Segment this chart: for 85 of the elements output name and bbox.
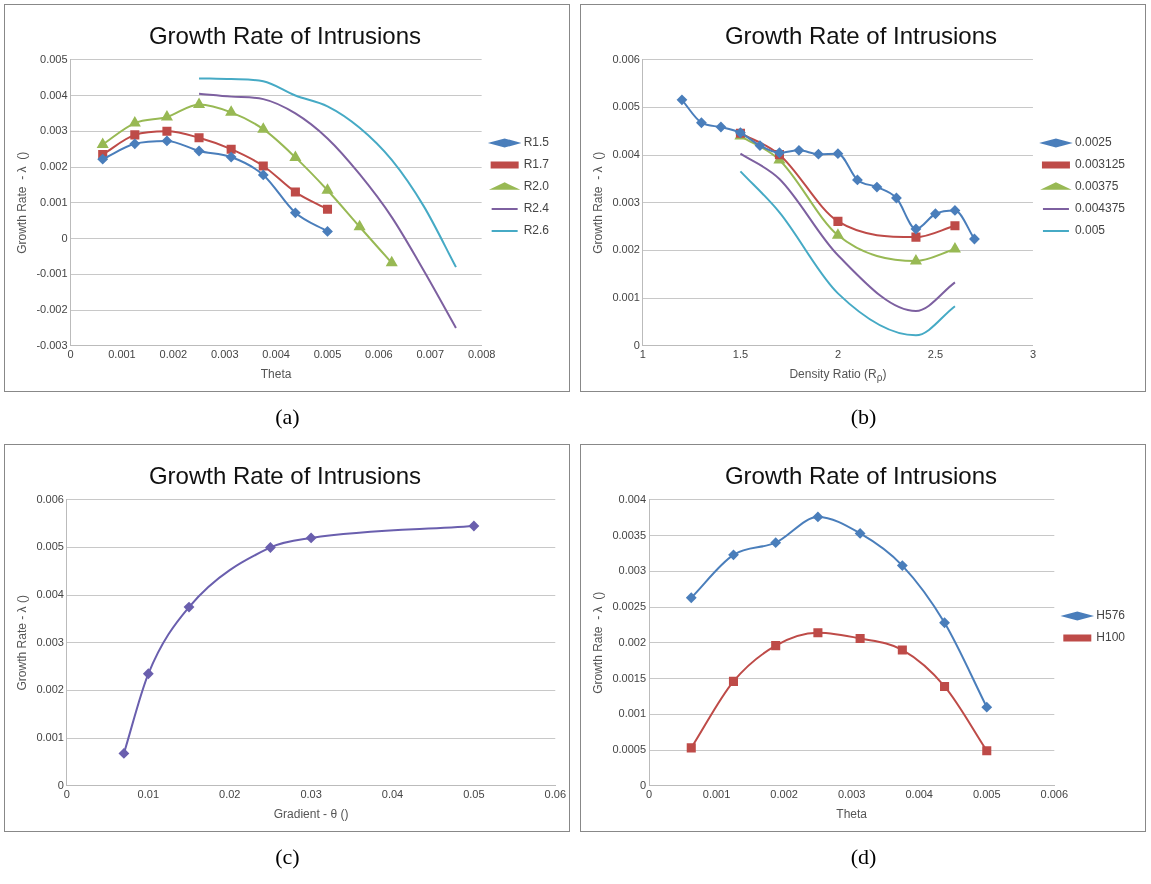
y-tick-label: 0.003 <box>618 564 647 577</box>
y-tick-label: 0.005 <box>36 540 64 553</box>
x-tick-label: 0.001 <box>702 788 731 801</box>
text: (d) <box>849 844 878 870</box>
y-tick-label: 0.003 <box>36 635 64 648</box>
y-tick-label: 0.0035 <box>612 528 647 541</box>
x-tick-label: 0.04 <box>381 788 404 801</box>
y-tick-label: 0.001 <box>36 731 64 744</box>
chart-title: Growth Rate of Intrusions <box>148 462 422 490</box>
x-tick-label: 0.06 <box>544 788 567 801</box>
y-axis-title: Growth Rate - λ () <box>590 591 605 694</box>
x-tick-label: 1 <box>639 348 646 361</box>
y-tick-label: 0.003 <box>40 124 68 137</box>
y-tick-label: 0.003 <box>612 195 640 208</box>
x-tick-label: 0.02 <box>219 788 241 801</box>
legend-label: R2.6 <box>523 223 550 238</box>
y-tick-label: 0 <box>61 231 68 244</box>
y-tick-label: 0.002 <box>618 635 647 648</box>
x-tick-label: 0.003 <box>210 348 239 361</box>
x-tick-label: 0.007 <box>416 348 445 361</box>
x-tick-label: 3 <box>1029 348 1037 361</box>
y-tick-label: -0.002 <box>36 303 68 316</box>
y-tick-label: 0.004 <box>618 492 647 505</box>
x-tick-label: 0.001 <box>108 348 136 361</box>
x-tick-label: 0.004 <box>905 788 933 801</box>
y-tick-label: 0.006 <box>612 52 640 65</box>
text: (c) <box>274 844 301 870</box>
y-tick-label: -0.003 <box>36 338 68 351</box>
x-tick-label: 0.05 <box>463 788 485 801</box>
x-axis-title: Theta <box>836 807 868 821</box>
x-tick-label: 0.006 <box>1040 788 1069 801</box>
legend-label: R2.4 <box>523 201 550 216</box>
text: (a) <box>274 404 301 430</box>
y-tick-label: 0.005 <box>40 52 68 65</box>
y-tick-label: 0 <box>633 338 640 351</box>
x-tick-label: 0.03 <box>300 788 322 801</box>
y-tick-label: 0.004 <box>36 588 64 601</box>
legend-label: H100 <box>1096 630 1126 645</box>
y-tick-label: 0 <box>57 778 64 791</box>
y-tick-label: 0.0005 <box>612 743 647 756</box>
y-tick-label: 0.0025 <box>612 600 647 613</box>
x-tick-label: 0.005 <box>973 788 1001 801</box>
y-tick-label: 0.0015 <box>612 671 647 684</box>
legend-label: 0.0025 <box>1074 135 1112 150</box>
legend-label: 0.003125 <box>1074 157 1126 172</box>
x-axis-title: Theta <box>260 367 292 381</box>
legend-label: 0.004375 <box>1074 201 1126 216</box>
y-tick-label: 0.002 <box>40 160 68 173</box>
legend-label: R2.0 <box>523 179 550 194</box>
y-tick-label: 0.004 <box>40 88 68 101</box>
x-tick-label: 0.006 <box>365 348 393 361</box>
x-tick-label: 2.5 <box>927 348 944 361</box>
y-axis-title: Growth Rate - λ () <box>14 151 29 254</box>
legend-label: 0.005 <box>1074 223 1106 238</box>
y-tick-label: 0.005 <box>612 100 640 113</box>
x-tick-label: 2 <box>834 348 841 361</box>
chart-title: Growth Rate of Intrusions <box>724 22 998 50</box>
x-tick-label: 0.003 <box>837 788 866 801</box>
text: (b) <box>849 404 878 430</box>
x-tick-label: 0.002 <box>770 788 798 801</box>
y-tick-label: 0.002 <box>36 683 64 696</box>
x-axis-title: Density Ratio (R$_{ρ}$) <box>789 367 887 384</box>
y-tick-label: 0.001 <box>612 291 640 304</box>
legend-label: R1.5 <box>523 135 550 150</box>
y-axis-title: Growth Rate - λ () <box>590 151 605 254</box>
y-tick-label: 0.001 <box>40 195 68 208</box>
x-tick-label: 0.005 <box>313 348 342 361</box>
legend-label: 0.00375 <box>1074 179 1119 194</box>
legend-label: R1.7 <box>523 157 550 172</box>
x-tick-label: 0.002 <box>159 348 188 361</box>
chart-title: Growth Rate of Intrusions <box>724 462 998 490</box>
y-tick-label: 0.006 <box>36 492 64 505</box>
y-tick-label: 0 <box>639 778 647 791</box>
y-tick-label: 0.004 <box>612 148 640 161</box>
x-axis-title: Gradient - θ () <box>273 807 349 821</box>
legend-label: H576 <box>1096 608 1126 623</box>
x-tick-label: 0.01 <box>137 788 160 801</box>
x-tick-label: 0.004 <box>262 348 290 361</box>
y-tick-label: 0.002 <box>612 243 640 256</box>
y-axis-title: Growth Rate - λ () <box>14 595 29 691</box>
chart-title: Growth Rate of Intrusions <box>148 22 422 50</box>
x-tick-label: 0.008 <box>467 348 496 361</box>
y-tick-label: 0.001 <box>618 707 647 720</box>
y-tick-label: -0.001 <box>36 267 68 280</box>
x-tick-label: 1.5 <box>732 348 749 361</box>
